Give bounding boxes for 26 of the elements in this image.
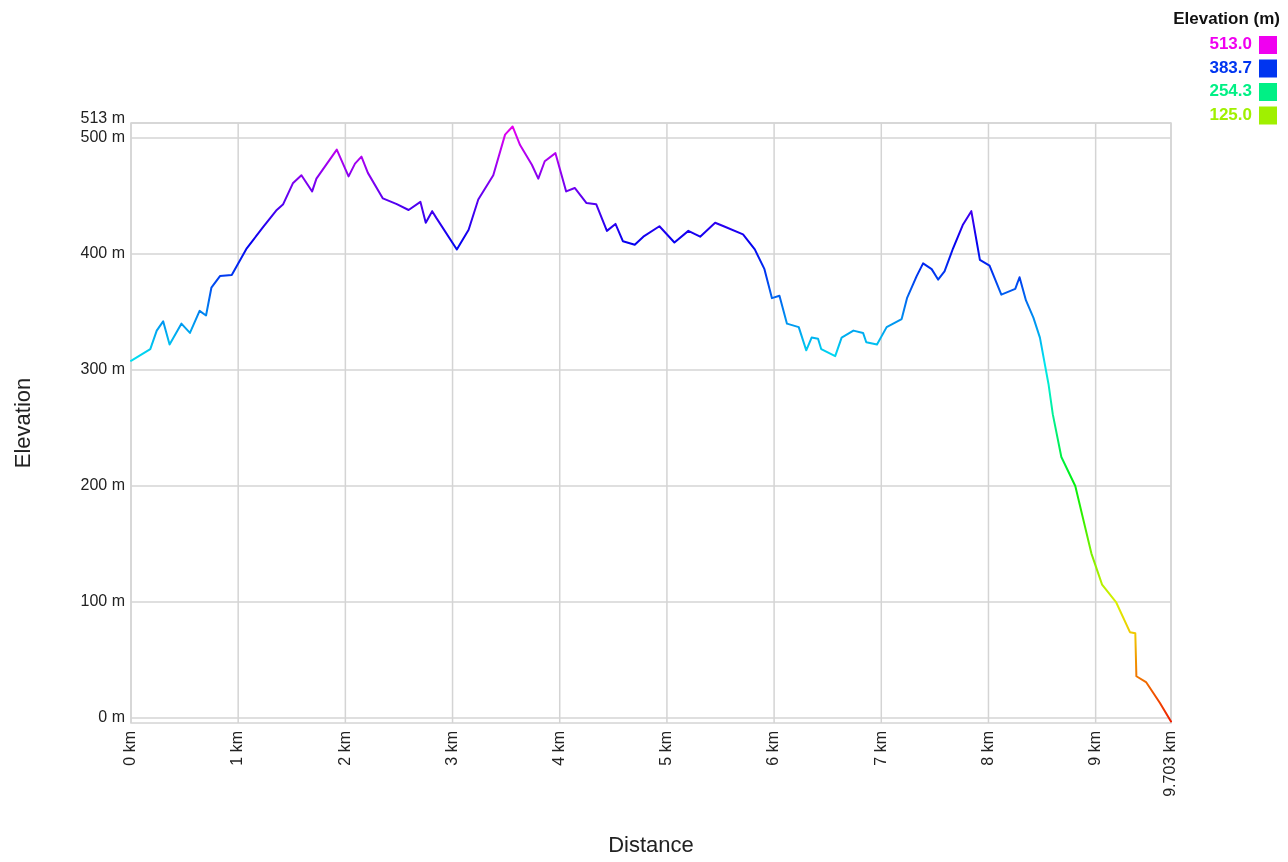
x-tick-label: 6 km [764,731,782,766]
y-tick-label: 400 m [80,244,125,262]
color-bar-label: 254.3 [1209,81,1252,101]
x-tick-label: 4 km [549,731,567,766]
x-tick-label: 9.703 km [1161,731,1179,797]
y-tick-label: 500 m [80,128,125,146]
color-bar-label: 383.7 [1209,57,1252,77]
y-axis-title: Elevation [9,377,35,469]
y-tick-label: 300 m [80,360,125,378]
x-tick-label: 1 km [228,731,246,766]
y-tick-label: 0 m [98,708,125,726]
x-tick-label: 3 km [442,731,460,766]
x-axis-title: Distance [608,831,694,857]
x-tick-label: 5 km [657,731,675,766]
x-tick-label: 7 km [871,731,889,766]
y-tick-label: 100 m [80,592,125,610]
line-series [130,125,1172,723]
color-bar-label: 513.0 [1209,34,1252,54]
y-tick-label: 513 m [80,109,125,127]
x-tick-label: 2 km [335,731,353,766]
x-tick-label: 8 km [978,731,996,766]
y-tick-label: 200 m [80,476,125,494]
color-bar-label: 125.0 [1209,104,1252,124]
x-tick-label: 0 km [121,731,139,766]
color-bar-title: Elevation (m) [1173,9,1280,29]
x-tick-label: 9 km [1085,731,1103,766]
